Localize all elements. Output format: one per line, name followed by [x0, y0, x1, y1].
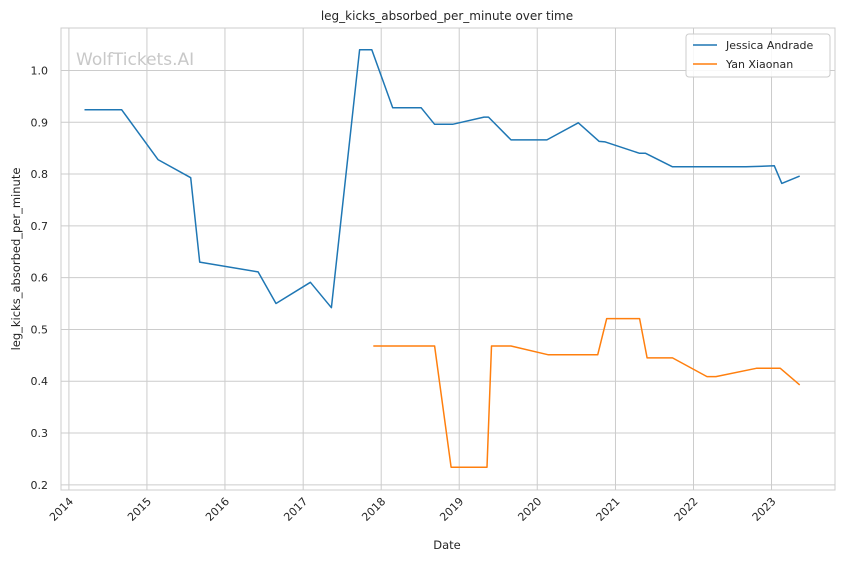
x-axis-label: Date — [433, 538, 461, 552]
x-tick-label: 2019 — [437, 495, 466, 524]
y-tick-label: 1.0 — [31, 64, 49, 77]
y-tick-label: 0.6 — [31, 272, 49, 285]
y-tick-label: 0.8 — [31, 168, 49, 181]
x-tick-label: 2020 — [515, 495, 544, 524]
y-tick-label: 0.9 — [31, 116, 49, 129]
y-axis-label: leg_kicks_absorbed_per_minute — [9, 168, 23, 351]
x-axis-ticks: 2014 2015 2016 2017 2018 2019 2020 2021 2022 2023 — [47, 495, 779, 524]
grid-lines — [61, 28, 835, 490]
x-tick-label: 2015 — [125, 495, 154, 524]
y-tick-label: 0.7 — [31, 220, 49, 233]
x-tick-label: 2016 — [203, 495, 232, 524]
y-axis-ticks: 0.2 0.3 0.4 0.5 0.6 0.7 0.8 0.9 1.0 — [31, 64, 49, 491]
legend-box — [685, 33, 831, 78]
legend-entry: Yan Xiaonan — [725, 58, 793, 71]
chart-title: leg_kicks_absorbed_per_minute over time — [321, 9, 573, 23]
x-tick-label: 2021 — [594, 495, 623, 524]
x-tick-label: 2014 — [47, 495, 76, 524]
x-tick-label: 2023 — [750, 495, 779, 524]
series-line-yan-xiaonan — [373, 317, 801, 468]
y-tick-label: 0.2 — [31, 479, 49, 492]
x-tick-label: 2022 — [672, 495, 701, 524]
x-tick-label: 2018 — [359, 495, 388, 524]
x-tick-label: 2017 — [281, 495, 310, 524]
plot-area-frame — [60, 27, 836, 491]
y-tick-label: 0.3 — [31, 427, 49, 440]
watermark: WolfTickets.AI — [76, 50, 194, 70]
y-tick-label: 0.4 — [31, 375, 49, 388]
y-tick-label: 0.5 — [31, 323, 49, 336]
legend-entry: Jessica Andrade — [725, 39, 814, 52]
legend: Jessica Andrade Yan Xiaonan — [685, 33, 831, 78]
series-layer — [84, 49, 801, 468]
series-line-jessica-andrade — [84, 49, 800, 309]
